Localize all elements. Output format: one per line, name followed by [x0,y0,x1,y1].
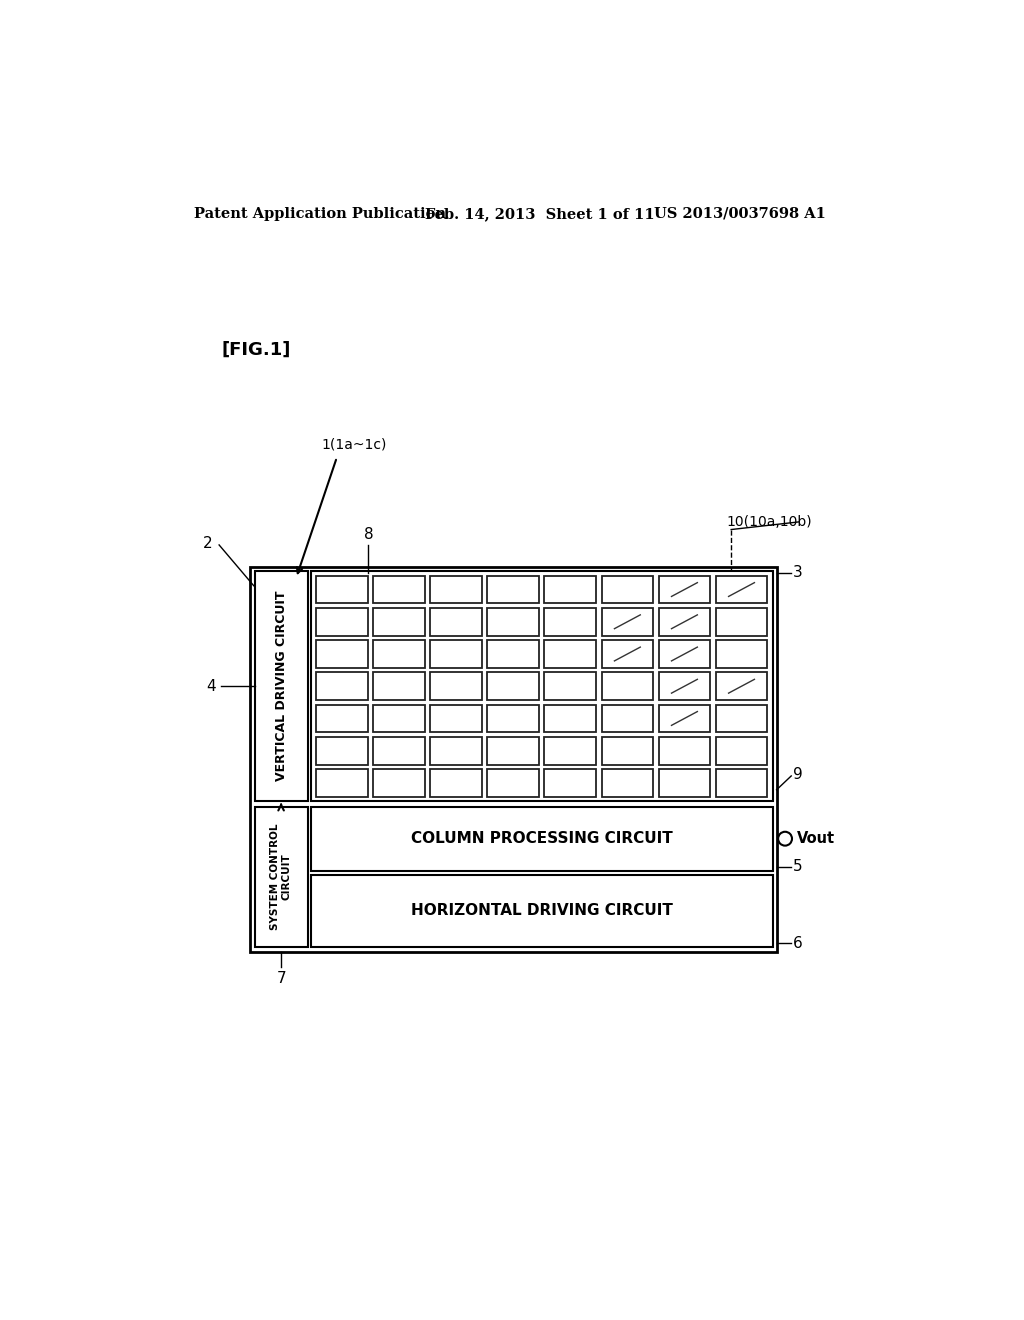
Bar [601,705,653,733]
Bar [716,770,767,797]
Bar [545,576,596,603]
Bar [716,737,767,764]
Bar [601,672,653,700]
Text: Vout: Vout [797,832,835,846]
Text: 8: 8 [364,527,374,541]
Text: COLUMN PROCESSING CIRCUIT: COLUMN PROCESSING CIRCUIT [411,832,673,846]
Bar [316,640,368,668]
Text: 10(10a,10b): 10(10a,10b) [726,515,812,529]
Bar [316,672,368,700]
Text: Feb. 14, 2013  Sheet 1 of 11: Feb. 14, 2013 Sheet 1 of 11 [425,207,654,220]
Bar [310,875,773,946]
Bar [658,737,711,764]
Bar [430,705,482,733]
Bar [430,576,482,603]
Bar [487,705,539,733]
Bar [545,609,596,636]
Text: 9: 9 [793,767,803,781]
Bar [487,576,539,603]
Text: 6: 6 [793,936,803,950]
Bar [255,807,307,946]
Bar [487,640,539,668]
Bar [316,705,368,733]
Bar [310,807,773,871]
Bar [373,576,425,603]
Text: HORIZONTAL DRIVING CIRCUIT: HORIZONTAL DRIVING CIRCUIT [411,903,673,919]
Bar [373,640,425,668]
Text: SYSTEM CONTROL
CIRCUIT: SYSTEM CONTROL CIRCUIT [270,824,292,931]
Bar [373,705,425,733]
Bar [716,609,767,636]
Text: 7: 7 [276,972,286,986]
Bar [545,672,596,700]
Bar [373,737,425,764]
Bar [430,640,482,668]
Bar [658,770,711,797]
Bar [430,770,482,797]
Bar [716,640,767,668]
Bar [487,672,539,700]
Bar [545,640,596,668]
Bar [658,640,711,668]
Text: 5: 5 [793,859,803,874]
Text: Patent Application Publication: Patent Application Publication [194,207,445,220]
Bar [373,770,425,797]
Bar [716,705,767,733]
Bar [658,576,711,603]
Text: US 2013/0037698 A1: US 2013/0037698 A1 [654,207,826,220]
Bar [601,737,653,764]
Bar [487,770,539,797]
Bar [316,737,368,764]
Bar [716,672,767,700]
Text: 1(1a~1c): 1(1a~1c) [322,437,387,451]
Bar [430,737,482,764]
Text: [FIG.1]: [FIG.1] [221,341,291,358]
Bar [310,572,773,801]
Bar [658,609,711,636]
Bar [316,770,368,797]
Bar [316,609,368,636]
Bar [658,705,711,733]
Bar [716,576,767,603]
Bar [316,576,368,603]
Bar [601,576,653,603]
Bar [373,609,425,636]
Bar [430,672,482,700]
Bar [601,609,653,636]
Bar [430,609,482,636]
Bar [601,640,653,668]
Bar [545,705,596,733]
Bar [255,572,307,801]
Bar [545,770,596,797]
Bar [487,737,539,764]
Text: 2: 2 [203,536,212,550]
Text: 4: 4 [207,678,216,694]
Bar [250,566,777,952]
Text: VERTICAL DRIVING CIRCUIT: VERTICAL DRIVING CIRCUIT [274,591,288,781]
Bar [658,672,711,700]
Bar [487,609,539,636]
Bar [373,672,425,700]
Bar [601,770,653,797]
Text: 3: 3 [793,565,803,581]
Bar [545,737,596,764]
